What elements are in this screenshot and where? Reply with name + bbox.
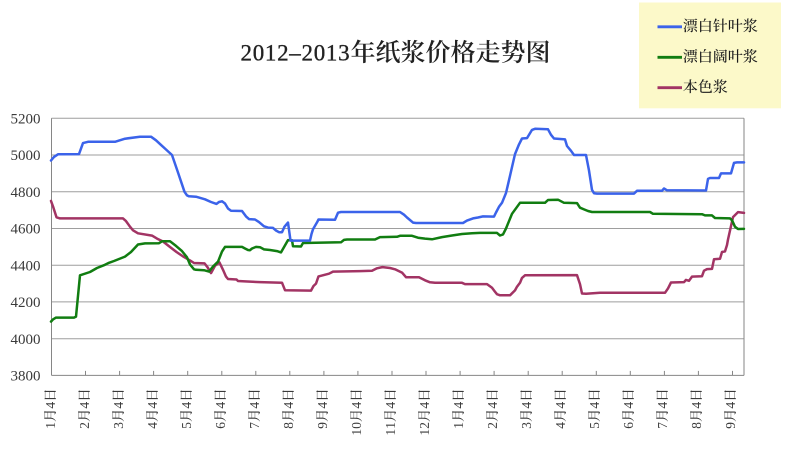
svg-text:5200: 5200 xyxy=(11,112,41,128)
svg-text:4400: 4400 xyxy=(11,258,41,274)
svg-text:3800: 3800 xyxy=(11,369,41,385)
svg-text:4200: 4200 xyxy=(11,295,41,311)
svg-text:4600: 4600 xyxy=(11,222,41,238)
svg-text:4800: 4800 xyxy=(11,185,41,201)
svg-text:4000: 4000 xyxy=(11,332,41,348)
svg-text:5000: 5000 xyxy=(11,148,41,164)
svg-text:2012–2013: 2012–2013 xyxy=(241,40,351,65)
